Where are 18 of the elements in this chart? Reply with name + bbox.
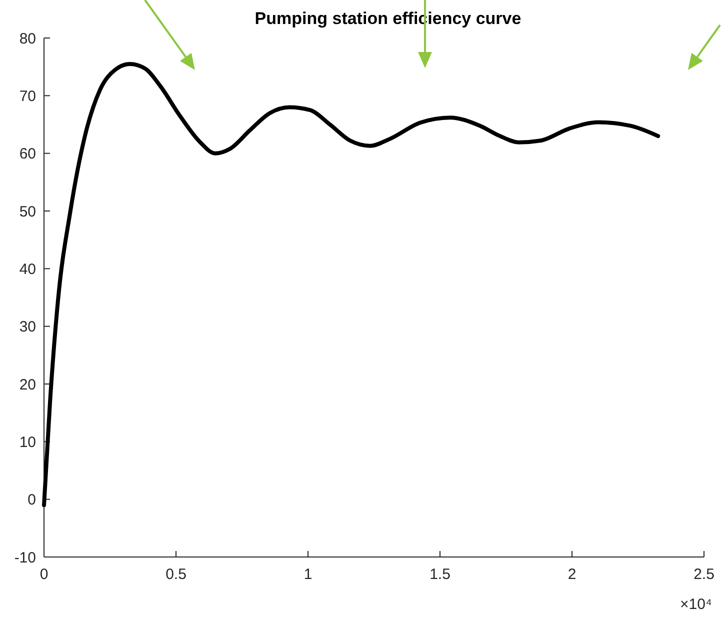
y-tick-label: 0	[28, 492, 36, 509]
line-series	[42, 62, 660, 508]
x-tick-label: 1	[304, 566, 312, 583]
x-tick-label: 2	[568, 566, 576, 583]
text: ×10⁴	[680, 596, 712, 613]
y-tick-label: 50	[19, 203, 36, 220]
x-tick-label: 2.5	[694, 566, 714, 583]
x-tick-label: 1.5	[430, 566, 450, 583]
x-tick-label: 0.5	[166, 566, 186, 583]
y-tick-label: 20	[19, 376, 36, 394]
y-tick-label: 40	[19, 260, 36, 278]
y-tick-label: -10	[14, 549, 36, 566]
y-tick-label: 70	[19, 88, 36, 105]
y-tick-label: 10	[19, 434, 36, 451]
y-tick-label: 60	[19, 146, 36, 163]
x-tick-label: 0	[40, 566, 48, 583]
y-tick-label: 80	[19, 30, 36, 48]
y-tick-label: 30	[19, 318, 36, 336]
